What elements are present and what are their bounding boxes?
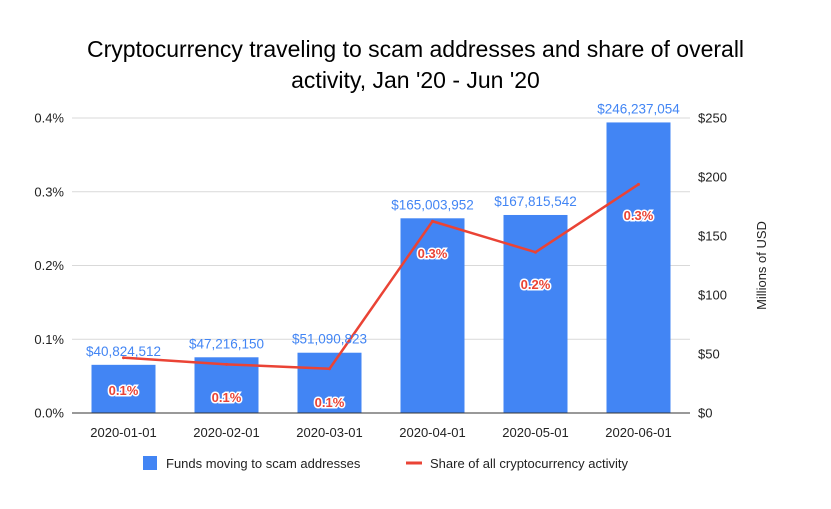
line-point (431, 219, 434, 223)
chart-title-line-2: activity, Jan '20 - Jun '20 (291, 67, 540, 93)
line-data-label: 0.3% (624, 208, 654, 223)
line-series-path (123, 183, 640, 370)
bar-data-label: $47,216,150 (189, 336, 264, 351)
x-tick-label: 2020-06-01 (605, 425, 672, 440)
bar-data-label: $246,237,054 (597, 101, 680, 116)
x-tick-label: 2020-03-01 (296, 425, 363, 440)
line-data-label: 0.1% (212, 390, 242, 405)
y-right-tick-label: $200 (698, 170, 727, 185)
x-tick-label: 2020-01-01 (90, 425, 157, 440)
x-tick-label: 2020-02-01 (193, 425, 260, 440)
bar-data-label: $167,815,542 (494, 194, 577, 209)
legend: Funds moving to scam addresses Share of a… (143, 456, 628, 471)
line-point (534, 250, 537, 254)
chart-title-line-1: Cryptocurrency traveling to scam address… (86, 36, 745, 62)
y-right-axis-title: Millions of USD (754, 221, 769, 310)
y-left-tick-label: 0.3% (34, 184, 64, 199)
line-series (122, 182, 640, 371)
gridlines (72, 117, 690, 340)
bar (297, 352, 362, 413)
line-data-label: 0.1% (109, 383, 139, 398)
bar-data-label: $40,824,512 (86, 344, 161, 359)
x-tick-label: 2020-05-01 (502, 425, 569, 440)
bar (503, 214, 568, 413)
line-data-label: 0.1% (315, 395, 345, 410)
y-left-tick-label: 0.0% (34, 406, 64, 421)
line-point (225, 362, 228, 366)
line-point (122, 356, 125, 360)
line-point (637, 182, 640, 186)
data-labels: $40,824,512 $47,216,150 $51,090,823 $165,00… (86, 101, 680, 411)
chart-title: Cryptocurrency traveling to scam address… (0, 34, 831, 96)
bar-data-label: $51,090,823 (292, 332, 367, 347)
y-left-tick-label: 0.1% (34, 332, 64, 347)
bar-series (91, 122, 671, 413)
bar (91, 364, 156, 413)
y-right-tick-label: $150 (698, 229, 727, 244)
legend-label-bars: Funds moving to scam addresses (166, 456, 361, 471)
x-tick-label: 2020-04-01 (399, 425, 466, 440)
legend-swatch-bars (143, 456, 157, 470)
y-right-tick-label: $50 (698, 347, 720, 362)
line-data-label: 0.3% (418, 246, 448, 261)
bar (606, 122, 671, 413)
bar (194, 357, 259, 413)
y-right-tick-label: $0 (698, 406, 712, 421)
y-left-tick-label: 0.4% (34, 111, 64, 126)
line-data-label: 0.2% (521, 277, 551, 292)
axes: 0.0% 0.1% 0.2% 0.3% 0.4% $0 $50 $100 $150 $200 $25… (34, 111, 769, 441)
y-left-tick-label: 0.2% (34, 258, 64, 273)
bar-data-label: $165,003,952 (391, 197, 474, 212)
y-right-tick-label: $100 (698, 288, 727, 303)
y-right-tick-label: $250 (698, 111, 727, 126)
line-point (328, 367, 331, 371)
legend-label-line: Share of all cryptocurrency activity (430, 456, 628, 471)
